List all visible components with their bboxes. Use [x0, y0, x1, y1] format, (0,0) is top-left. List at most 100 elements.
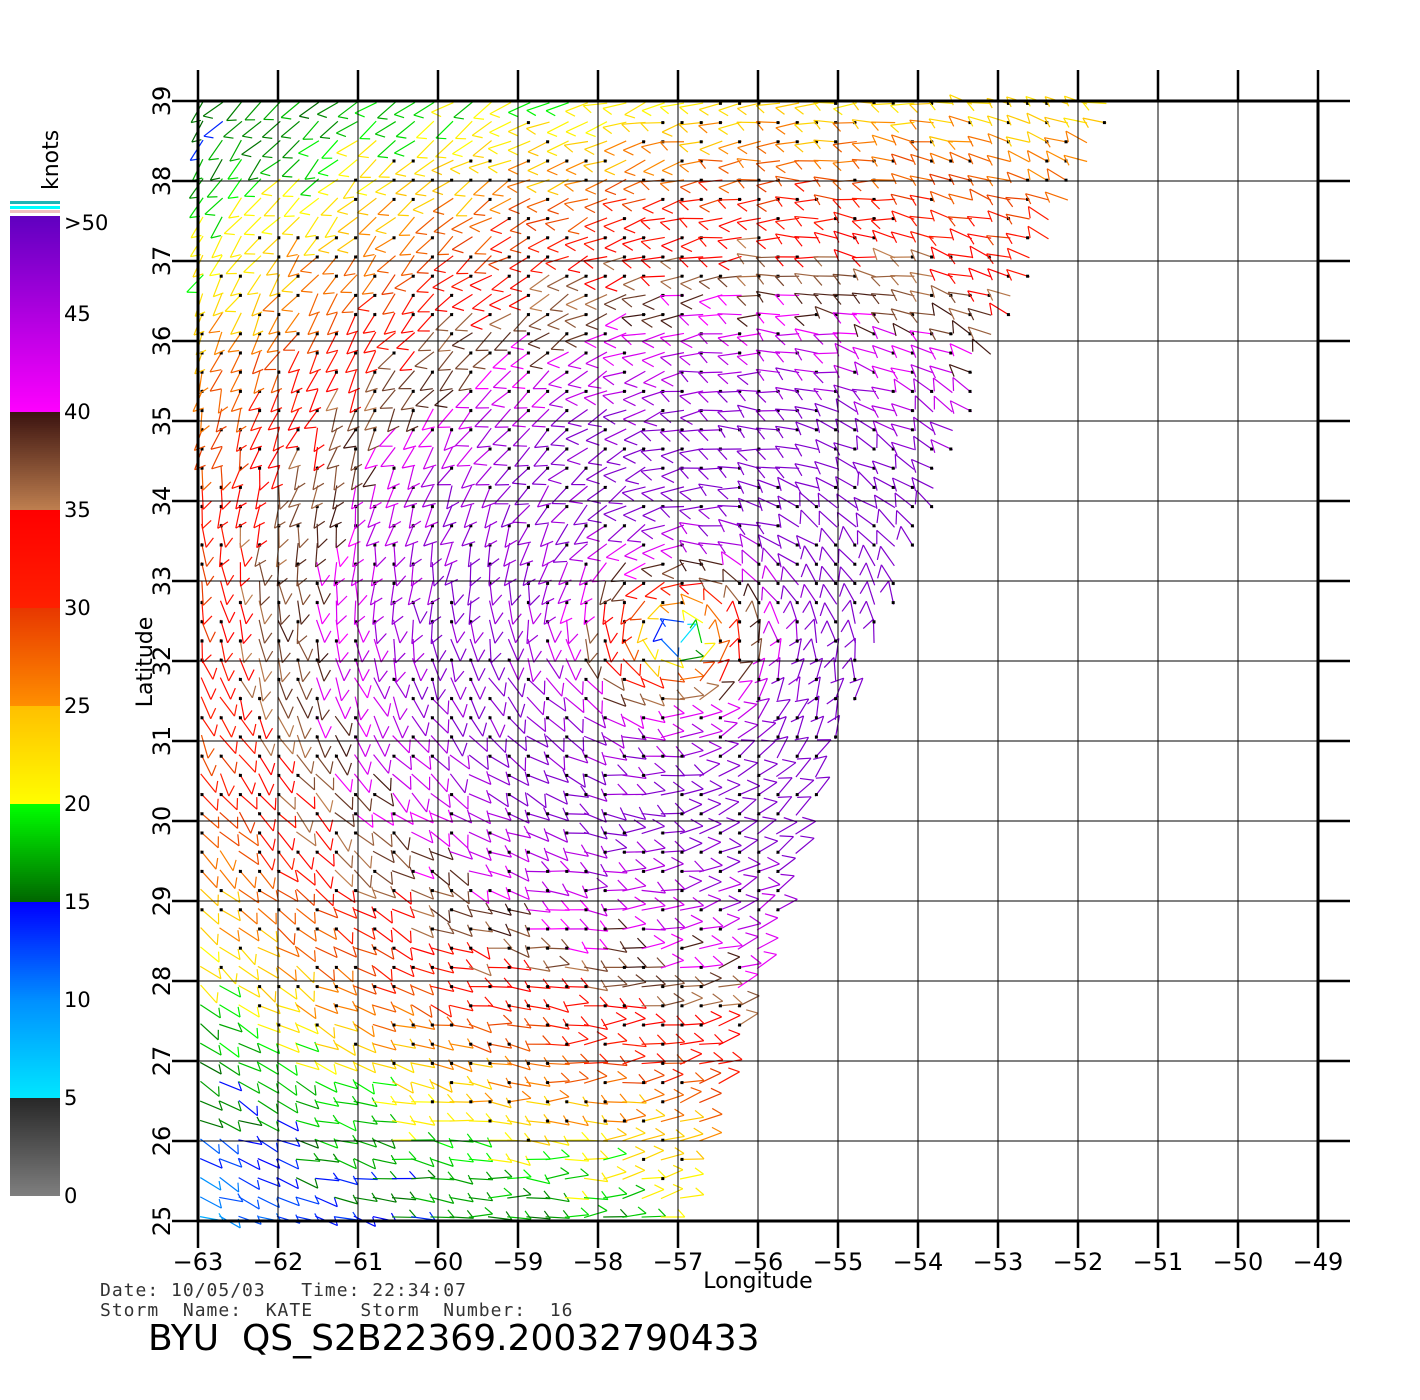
- rain-flag-dot: [661, 1023, 665, 1027]
- wind-barb: [737, 798, 757, 816]
- wind-barb: [736, 619, 741, 644]
- wind-barb-flag: [761, 720, 776, 724]
- legend-swatch: [10, 998, 60, 1000]
- rain-flag-dot: [258, 716, 262, 720]
- wind-barb: [822, 583, 838, 605]
- wind-barb-flag: [910, 459, 917, 473]
- wind-barb-flag: [390, 871, 394, 885]
- wind-barb: [295, 1062, 320, 1071]
- wind-barb: [583, 1177, 608, 1183]
- legend-swatch: [10, 924, 60, 926]
- wind-barb-flag: [755, 273, 765, 285]
- wind-barb-flag: [409, 930, 412, 943]
- wind-barb: [315, 850, 335, 867]
- legend-swatch: [10, 426, 60, 428]
- wind-barb: [718, 743, 739, 758]
- wind-barb: [257, 831, 274, 851]
- wind-barb-flag: [643, 382, 657, 388]
- wind-barb-flag: [461, 742, 468, 757]
- wind-barb: [565, 390, 589, 400]
- wind-barb: [583, 256, 608, 262]
- wind-barb: [641, 1188, 665, 1200]
- wind-barb-flag: [478, 667, 486, 681]
- legend-swatch: [10, 464, 60, 466]
- legend-swatch: [10, 462, 60, 464]
- wind-barb: [430, 1158, 454, 1167]
- rain-flag-dot: [507, 812, 511, 816]
- rain-flag-dot: [450, 428, 454, 432]
- wind-barb: [695, 619, 703, 644]
- wind-barb: [372, 773, 391, 792]
- wind-barb: [437, 331, 454, 352]
- legend-swatch: [10, 226, 60, 228]
- wind-barb-flag: [717, 240, 728, 250]
- wind-barb-flag: [333, 577, 346, 587]
- wind-barb: [699, 1092, 722, 1104]
- wind-barb: [583, 793, 608, 802]
- wind-barb: [526, 889, 551, 894]
- wind-barb-flag: [785, 618, 797, 630]
- legend-swatch: [10, 1162, 60, 1164]
- wind-barb: [487, 1216, 512, 1221]
- rain-flag-dot: [526, 274, 530, 278]
- wind-barb-flag: [543, 751, 550, 766]
- wind-barb-flag: [254, 741, 257, 754]
- wind-barb-flag: [505, 1211, 513, 1221]
- wind-barb-flag: [454, 594, 465, 606]
- rain-flag-dot: [296, 562, 300, 566]
- wind-barb: [526, 619, 530, 644]
- wind-barb: [987, 210, 1011, 220]
- wind-barb: [199, 965, 222, 980]
- wind-barb-flag: [736, 389, 746, 402]
- wind-barb: [316, 600, 323, 625]
- rain-flag-dot: [258, 466, 262, 470]
- legend-swatch: [10, 810, 60, 812]
- wind-barb: [534, 427, 550, 448]
- wind-barb-flag: [852, 347, 860, 360]
- legend-swatch: [10, 800, 60, 802]
- wind-barb-flag: [710, 1010, 722, 1018]
- wind-barb: [503, 542, 511, 567]
- rain-flag-dot: [430, 1061, 434, 1065]
- wind-barb-flag: [344, 706, 352, 720]
- wind-barb: [850, 657, 856, 682]
- wind-barb-flag: [780, 585, 785, 600]
- wind-barb-flag: [428, 829, 434, 844]
- legend-swatch: [10, 1032, 60, 1034]
- wind-barb-flag: [486, 847, 492, 861]
- legend-swatch: [10, 248, 60, 250]
- wind-barb-flag: [505, 1114, 513, 1125]
- wind-barb: [948, 291, 973, 297]
- wind-barb: [394, 274, 416, 289]
- rain-flag-dot: [469, 255, 473, 259]
- wind-barb: [679, 559, 704, 566]
- wind-barb-flag: [814, 306, 821, 319]
- wind-barb-flag: [872, 248, 878, 261]
- wind-barb: [315, 1023, 336, 1039]
- rain-flag-dot: [738, 850, 742, 854]
- legend-swatch: [10, 364, 60, 366]
- wind-barb-flag: [642, 514, 656, 522]
- wind-barb-flag: [486, 963, 492, 976]
- legend-swatch: [10, 220, 60, 222]
- legend-swatch: [10, 488, 60, 490]
- wind-barb: [736, 332, 761, 338]
- wind-barb-flag: [372, 615, 385, 625]
- wind-barb: [513, 389, 531, 409]
- wind-barb-flag: [421, 483, 435, 488]
- wind-barb-flag: [519, 560, 534, 566]
- wind-barb-flag: [291, 858, 295, 870]
- wind-barb: [492, 370, 512, 388]
- legend-swatch: [10, 542, 60, 544]
- wind-barb-flag: [659, 618, 667, 628]
- wind-barb-flag: [566, 285, 579, 292]
- wind-barb-flag: [602, 357, 615, 367]
- wind-barb: [737, 480, 761, 489]
- wind-barb-flag: [194, 464, 206, 471]
- wind-barb: [212, 293, 223, 317]
- legend-swatch: [10, 646, 60, 648]
- wind-barb-flag: [660, 320, 673, 329]
- wind-barb: [717, 424, 742, 431]
- legend-swatch: [10, 1042, 60, 1044]
- wind-barb: [415, 389, 435, 407]
